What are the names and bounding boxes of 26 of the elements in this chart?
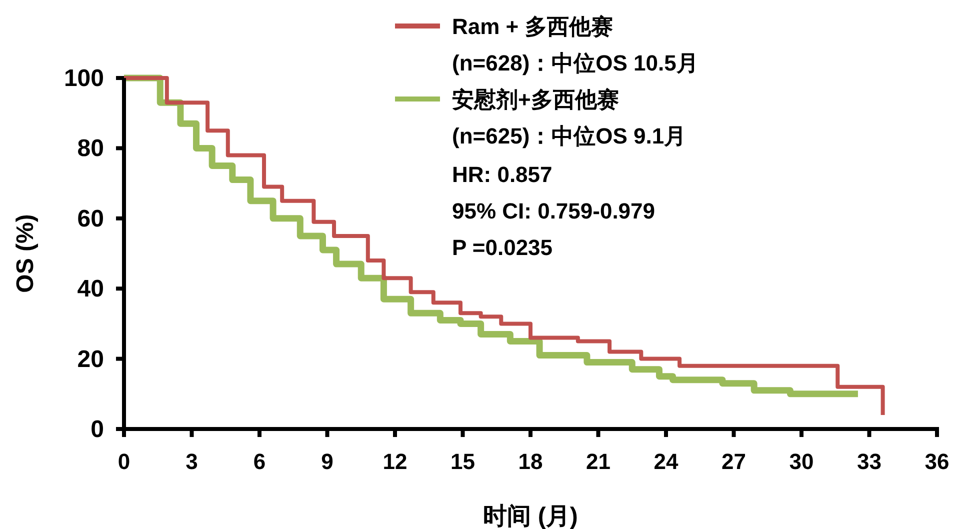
x-tick-label: 24: [654, 449, 679, 474]
x-tick-label: 6: [253, 449, 266, 474]
y-tick-label: 40: [77, 276, 104, 303]
x-tick-label: 36: [924, 449, 950, 474]
x-axis-title: 时间 (月): [483, 503, 578, 529]
annotation: 95% CI: 0.759-0.979: [452, 198, 656, 224]
y-tick-label: 0: [90, 416, 104, 443]
x-tick-label: 0: [118, 449, 130, 474]
x-tick-label: 15: [450, 449, 475, 474]
annotation: HR: 0.857: [452, 162, 552, 187]
x-tick-label: 30: [789, 449, 814, 474]
annotation: P =0.0235: [452, 235, 553, 260]
x-tick-label: 33: [857, 449, 882, 474]
x-tick-label: 12: [382, 449, 408, 474]
x-tick-label: 21: [586, 449, 610, 474]
y-tick-label: 100: [64, 65, 104, 92]
y-tick-label: 80: [77, 135, 104, 162]
x-tick-label: 27: [722, 449, 746, 474]
y-axis-title: OS (%): [12, 214, 39, 293]
legend-label: 安慰剂+多西他赛 (n=625)：中位OS 9.1月: [452, 87, 686, 148]
legend-label: Ram + 多西他赛 (n=628)：中位OS 10.5月: [452, 14, 698, 76]
y-tick-label: 60: [77, 205, 104, 232]
x-tick-label: 3: [186, 449, 198, 474]
x-tick-label: 18: [518, 449, 543, 474]
y-tick-label: 20: [77, 346, 104, 373]
x-tick-label: 9: [321, 449, 334, 474]
